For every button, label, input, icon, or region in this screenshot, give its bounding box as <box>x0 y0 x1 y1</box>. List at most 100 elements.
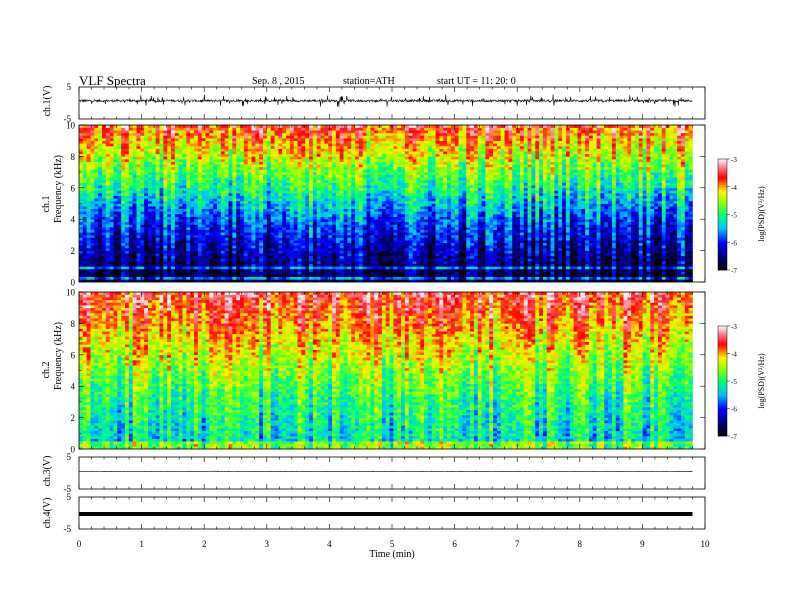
ch1-spectrogram-cell <box>159 125 164 128</box>
ch1-spectrogram-cell <box>220 250 225 254</box>
ch1-spectrogram-cell <box>140 227 145 230</box>
ch1-spectrogram-cell <box>205 164 210 168</box>
ch1-spectrogram-cell <box>220 156 225 160</box>
ch1-spectrogram-cell <box>247 200 252 204</box>
ch1-spectrogram-cell <box>148 263 153 267</box>
ch1-spectrogram-cell <box>255 227 260 230</box>
ch1-spectrogram-cell <box>332 229 337 233</box>
ch1-spectrogram-cell <box>374 227 379 230</box>
ch1-spectrogram-cell <box>270 266 275 270</box>
ch1-spectrogram-cell <box>144 195 149 199</box>
ch1-spectrogram-cell <box>155 138 160 141</box>
ch1-spectrogram-cell <box>125 132 130 136</box>
ch1-spectrogram-cell <box>328 148 333 152</box>
ch1-spectrogram-cell <box>136 153 141 157</box>
ch1-spectrogram-cell <box>320 151 325 155</box>
ch1-spectrogram-cell <box>286 250 291 254</box>
ch1-spectrogram-cell <box>358 208 364 212</box>
ch1-spectrogram-cell <box>151 130 156 134</box>
ch1-spectrogram-cell <box>293 261 298 264</box>
ch1-spectrogram-cell <box>251 279 256 283</box>
ch1-spectrogram-cell <box>374 247 379 251</box>
ch1-spectrogram-cell <box>312 143 318 147</box>
ch1-spectrogram-cell <box>266 143 272 147</box>
ch1-spectrogram-cell <box>247 232 252 236</box>
ch1-spectrogram-cell <box>174 206 179 210</box>
ch1-spectrogram-cell <box>121 261 126 264</box>
ch1-spectrogram-cell <box>255 130 260 134</box>
ch1-spectrogram-cell <box>259 132 264 136</box>
ch1-spectrogram-cell <box>320 195 325 199</box>
ch1-spectrogram-cell <box>136 198 141 202</box>
ch1-spectrogram-cell <box>171 179 176 183</box>
ch1-spectrogram-cell <box>274 232 279 236</box>
ch1-spectrogram-cell <box>159 172 164 176</box>
ch1-spectrogram-cell <box>385 250 390 254</box>
ch1-spectrogram-cell <box>328 127 333 131</box>
ch1-spectrogram-cell <box>159 164 164 168</box>
ch1-spectrogram-cell <box>259 190 264 194</box>
ch1-spectrogram-cell <box>289 179 295 183</box>
ch1-spectrogram-cell <box>378 187 383 191</box>
ch1-spectrogram-cell <box>309 261 314 264</box>
ch1-spectrogram-cell <box>297 148 302 152</box>
ch1-spectrogram-cell <box>301 166 306 170</box>
ch1-spectrogram-cell <box>324 148 329 152</box>
ch1-spectrogram-cell <box>86 179 91 183</box>
ch1-spectrogram-cell <box>201 169 206 173</box>
ch1-spectrogram-cell <box>240 274 245 278</box>
ch1-spectrogram-cell <box>366 159 371 162</box>
ch1-spectrogram-cell <box>220 221 225 225</box>
ch1-spectrogram-cell <box>278 213 283 217</box>
ch1-spectrogram-cell <box>228 274 233 278</box>
ch1-spectrogram-cell <box>282 268 287 272</box>
ch1-spectrogram-cell <box>251 125 256 128</box>
ch1-spectrogram-cell <box>194 135 199 139</box>
ch1-spectrogram-cell <box>339 261 344 264</box>
ch1-spectrogram-cell <box>113 169 118 173</box>
ch1-spectrogram-cell <box>332 232 337 236</box>
ch1-spectrogram-cell <box>163 151 168 155</box>
ch1-spectrogram-cell <box>105 208 110 212</box>
ch1-spectrogram-cell <box>381 208 387 212</box>
ch1-spectrogram-cell <box>186 208 191 212</box>
ch1-spectrogram-cell <box>201 177 206 181</box>
ch1-spectrogram-cell <box>362 138 367 141</box>
ch1-spectrogram-cell <box>121 216 126 220</box>
ch1-spectrogram-cell <box>186 140 191 144</box>
ch1-spectrogram-cell <box>109 127 114 131</box>
ch1-spectrogram-cell <box>205 145 210 149</box>
ch1-spectrogram-cell <box>301 268 306 272</box>
ch1-spectrogram-cell <box>335 125 341 128</box>
ch1-spectrogram-cell <box>201 174 206 178</box>
ch1-spectrogram-cell <box>259 258 264 262</box>
ch1-spectrogram-cell <box>201 253 206 257</box>
ch1-spectrogram-cell <box>136 211 141 215</box>
ch1-spectrogram-cell <box>328 174 333 178</box>
ch1-spectrogram-cell <box>385 151 390 155</box>
ch1-spectrogram-cell <box>266 153 272 157</box>
ch1-spectrogram-cell <box>381 185 387 189</box>
ch1-spectrogram-cell <box>389 227 394 230</box>
ch1-spectrogram-cell <box>171 203 176 207</box>
ch1-spectrogram-cell <box>171 156 176 160</box>
ch1-spectrogram-cell <box>109 193 114 196</box>
ch1-spectrogram-cell <box>213 161 218 165</box>
ch1-spectrogram-cell <box>374 156 379 160</box>
ch1-spectrogram-cell <box>351 159 356 162</box>
ch1-spectrogram-cell <box>270 135 275 139</box>
ch1-spectrogram-cell <box>109 274 114 278</box>
ch1-spectrogram-cell <box>263 125 268 128</box>
ch1-spectrogram-cell <box>155 227 160 230</box>
ch1-spectrogram-cell <box>347 242 352 246</box>
ch1-spectrogram-cell <box>274 271 279 275</box>
ch1-spectrogram-cell <box>220 185 225 189</box>
ch1-spectrogram-cell <box>355 274 360 278</box>
ch1-spectrogram-cell <box>151 182 156 186</box>
ch1-spectrogram-cell <box>140 245 145 249</box>
ch1-spectrogram-cell <box>201 227 206 230</box>
ch1-spectrogram-cell <box>94 172 99 176</box>
ch1-spectrogram-cell <box>305 208 310 212</box>
ch1-spectrogram-cell <box>358 276 364 280</box>
